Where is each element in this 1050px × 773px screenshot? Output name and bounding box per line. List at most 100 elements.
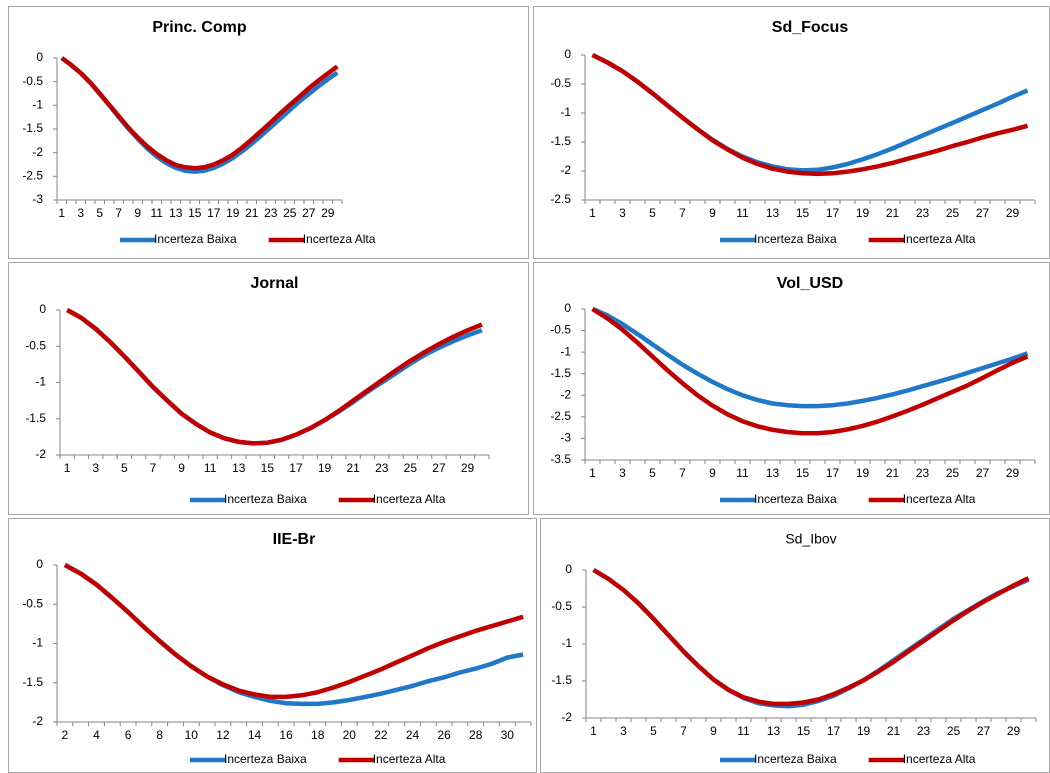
x-tick-label: 21 [886, 466, 900, 480]
x-tick-label: 17 [826, 206, 840, 220]
y-tick-label: -1.5 [22, 121, 43, 135]
x-tick-label: 27 [976, 206, 990, 220]
y-tick-label: -1 [561, 636, 572, 650]
y-tick-label: 0 [564, 301, 571, 315]
x-tick-label: 19 [318, 461, 332, 475]
x-tick-label: 28 [469, 728, 483, 742]
x-tick-label: 3 [77, 206, 84, 220]
x-tick-label: 16 [279, 728, 293, 742]
data-line [591, 52, 1029, 177]
x-tick-label: 6 [125, 728, 132, 742]
y-tick-label: -2 [561, 710, 572, 724]
chart-title: Jornal [250, 275, 298, 292]
x-tick-label: 11 [204, 461, 217, 475]
y-tick-label: -0.5 [25, 338, 46, 352]
y-tick-label: -2 [32, 714, 43, 728]
y-tick-label: -1 [35, 375, 46, 389]
panel-border [533, 6, 1050, 259]
x-tick-label: 15 [188, 206, 202, 220]
y-tick-label: -2.5 [22, 169, 43, 183]
legend-label: Incerteza Alta [373, 752, 446, 766]
x-tick-label: 2 [62, 728, 69, 742]
x-tick-label: 19 [226, 206, 240, 220]
x-tick-label: 21 [887, 724, 901, 738]
x-tick-label: 7 [115, 206, 122, 220]
y-tick-label: -0.5 [550, 76, 571, 90]
y-tick-label: -2 [560, 387, 571, 401]
y-tick-label: -1.5 [551, 673, 572, 687]
x-tick-label: 7 [150, 461, 157, 475]
x-tick-label: 23 [916, 466, 930, 480]
x-tick-label: 29 [1007, 724, 1021, 738]
x-tick-label: 23 [264, 206, 278, 220]
y-tick-label: 0 [564, 47, 571, 61]
panel-border [540, 518, 1050, 773]
x-tick-label: 13 [232, 461, 246, 475]
legend-label: Incerteza Baixa [754, 492, 837, 506]
y-tick-label: -2.5 [550, 192, 571, 206]
x-tick-label: 25 [946, 206, 960, 220]
x-tick-label: 19 [857, 724, 871, 738]
x-tick-label: 17 [827, 724, 841, 738]
x-tick-label: 15 [797, 724, 811, 738]
x-tick-label: 13 [766, 466, 780, 480]
x-tick-label: 5 [650, 724, 657, 738]
legend-label: Incerteza Alta [903, 232, 976, 246]
data-line [591, 306, 1029, 409]
x-tick-label: 11 [151, 206, 164, 220]
x-tick-label: 21 [245, 206, 259, 220]
chart-title: Sd_Focus [772, 19, 849, 36]
x-tick-label: 19 [856, 466, 870, 480]
y-tick-label: -1 [32, 98, 43, 112]
panel-border [533, 262, 1050, 515]
y-tick-label: -1.5 [22, 675, 43, 689]
chart-title: IIE-Br [273, 531, 316, 548]
legend-label: Incerteza Alta [903, 752, 976, 766]
x-tick-label: 21 [886, 206, 900, 220]
y-tick-label: -2.5 [550, 409, 571, 423]
x-tick-label: 24 [406, 728, 420, 742]
y-tick-label: -1 [560, 344, 571, 358]
x-tick-label: 15 [796, 206, 810, 220]
x-tick-label: 5 [121, 461, 128, 475]
chart-title: Vol_USD [777, 275, 843, 292]
legend-label: Incerteza Baixa [154, 232, 237, 246]
y-tick-label: -0.5 [22, 74, 43, 88]
x-tick-label: 8 [156, 728, 163, 742]
x-tick-label: 25 [404, 461, 418, 475]
data-line [63, 563, 524, 700]
y-tick-label: -1.5 [550, 366, 571, 380]
legend-label: Incerteza Alta [903, 492, 976, 506]
x-tick-label: 1 [589, 466, 596, 480]
chart-title: Sd_Ibov [785, 531, 836, 547]
x-tick-label: 9 [178, 461, 185, 475]
x-tick-label: 15 [796, 466, 810, 480]
data-line [592, 568, 1030, 707]
x-tick-label: 21 [346, 461, 360, 475]
x-tick-label: 3 [92, 461, 99, 475]
x-tick-label: 13 [767, 724, 781, 738]
x-tick-label: 30 [501, 728, 515, 742]
x-tick-label: 25 [283, 206, 297, 220]
x-tick-label: 11 [737, 724, 750, 738]
x-tick-label: 5 [96, 206, 103, 220]
x-tick-label: 20 [343, 728, 357, 742]
x-tick-label: 1 [590, 724, 597, 738]
legend-label: Incerteza Baixa [754, 232, 837, 246]
y-tick-label: 0 [39, 302, 46, 316]
x-tick-label: 29 [1006, 206, 1020, 220]
legend-label: Incerteza Baixa [754, 752, 837, 766]
y-tick-label: -3 [560, 431, 571, 445]
x-tick-label: 1 [64, 461, 71, 475]
x-tick-label: 27 [977, 724, 991, 738]
panel-border [8, 518, 537, 773]
legend-label: Incerteza Alta [303, 232, 376, 246]
x-tick-label: 1 [58, 206, 65, 220]
x-tick-label: 15 [261, 461, 275, 475]
y-tick-label: -3 [32, 192, 43, 206]
y-tick-label: -2 [560, 163, 571, 177]
